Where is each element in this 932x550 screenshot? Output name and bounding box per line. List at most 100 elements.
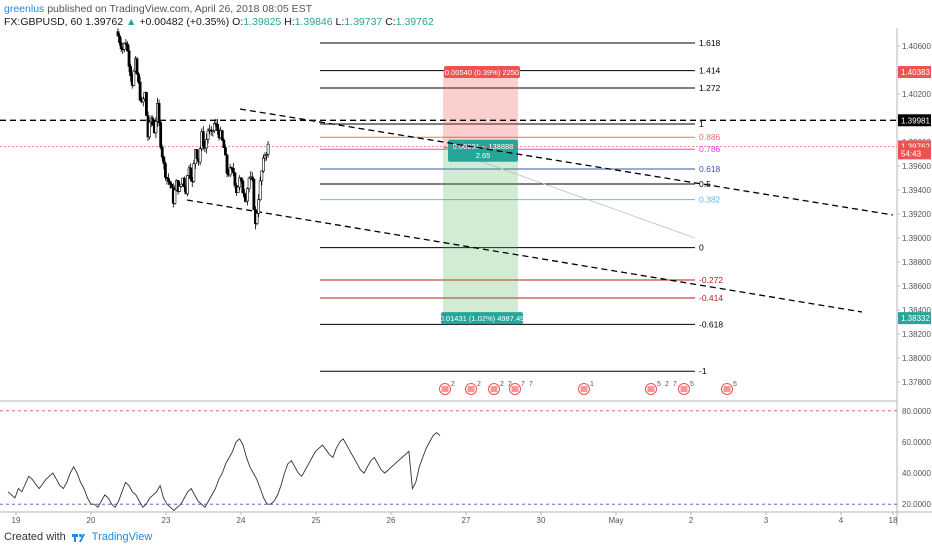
candle: [250, 172, 254, 182]
footer: Created with TradingView: [4, 531, 152, 543]
projection-line: [442, 147, 696, 239]
candle: [145, 91, 148, 116]
candle: [261, 154, 265, 174]
price-label-box: [898, 114, 931, 127]
price-tick-label: 1.40600: [902, 42, 931, 51]
candle: [164, 161, 167, 181]
candle: [252, 177, 256, 211]
candle: [135, 56, 139, 75]
fib-level-label: -1: [699, 366, 707, 376]
event-marker[interactable]: 1: [578, 381, 595, 395]
event-marker[interactable]: 2: [439, 381, 456, 395]
event-count: 5: [733, 381, 737, 388]
price-tick-label: 1.38400: [902, 306, 931, 315]
price-tick-label: 1.40200: [902, 90, 931, 99]
candle: [138, 76, 142, 102]
event-marker[interactable]: 5: [721, 381, 738, 395]
info-line1: 0.00001 ~ 138888: [453, 142, 514, 151]
author-name[interactable]: greenlus: [4, 3, 45, 15]
time-tick-label: May: [608, 516, 623, 525]
high-label: H:: [284, 16, 295, 28]
time-tick-label: 2: [689, 516, 694, 525]
event-count: 2: [665, 381, 669, 388]
stop-zone: [443, 72, 518, 148]
candle: [159, 120, 163, 150]
candle: [127, 45, 131, 73]
stop-label-box: [444, 66, 520, 79]
time-tick-label: 4: [839, 516, 844, 525]
created-with-text: Created with: [4, 531, 66, 543]
candle: [189, 163, 193, 182]
candle: [132, 69, 136, 87]
close-label: C:: [385, 16, 396, 28]
tradingview-logo-icon: [71, 534, 85, 542]
candle: [212, 119, 216, 133]
high-value: 1.39846: [294, 16, 333, 28]
candle: [119, 37, 123, 53]
symbol-label[interactable]: FX:GBPUSD, 60: [4, 16, 83, 28]
candle: [192, 159, 196, 184]
candle: [247, 176, 251, 193]
candle: [230, 166, 234, 171]
candle: [222, 138, 226, 149]
event-marker[interactable]: 2: [465, 381, 482, 395]
event-count: 2: [508, 381, 512, 388]
target-label-text: 0.01431 (1.02%) 4987.49: [440, 314, 525, 323]
price-tick-label: 1.39000: [902, 234, 931, 243]
oscillator-line: [7, 431, 441, 512]
time-tick-label: 18: [889, 516, 898, 525]
stop-label-text: 0.00540 (0.39%) 2250: [445, 68, 519, 77]
event-count: 2: [451, 381, 455, 388]
candle: [233, 171, 237, 189]
candle: [157, 99, 161, 126]
fib-level-label: -0.414: [699, 293, 723, 303]
target-zone: [443, 147, 518, 319]
candle: [116, 28, 120, 37]
candle: [243, 188, 246, 203]
time-tick-label: 26: [387, 516, 396, 525]
candle: [162, 155, 166, 170]
candle: [195, 149, 199, 160]
last-price: 1.39762: [85, 16, 124, 28]
candle: [205, 133, 208, 154]
candle: [154, 117, 158, 138]
low-label: L:: [335, 16, 345, 28]
candle: [241, 178, 245, 194]
oscillator-tick-label: 20.0000: [902, 500, 931, 509]
fib-level-label: 0.618: [699, 164, 721, 174]
candle: [238, 175, 242, 191]
fib-level-label: 1: [699, 119, 704, 129]
price-tick-label: 1.38800: [902, 258, 931, 267]
candle: [255, 211, 259, 226]
arrow-up-icon: ▲: [126, 16, 137, 28]
event-marker[interactable]: 5: [678, 381, 695, 395]
info-line2: 2.65: [476, 151, 491, 160]
candle: [182, 176, 186, 192]
position-tool: 0.00540 (0.39%) 2250 0.01431 (1.02%) 4987…: [440, 66, 696, 325]
price-tick-label: 1.39600: [902, 162, 931, 171]
event-count: 1: [590, 381, 594, 388]
price-tick-label: 1.39400: [902, 186, 931, 195]
trendline: [239, 108, 894, 216]
candle: [258, 176, 262, 202]
time-tick-label: 24: [237, 516, 246, 525]
price-label-box: [898, 66, 931, 79]
price-label-box: [898, 312, 931, 325]
time-tick-label: 25: [312, 516, 321, 525]
candle: [186, 174, 189, 197]
time-tick-label: 20: [87, 516, 96, 525]
change-value: +0.00482 (+0.35%): [139, 16, 230, 28]
candle: [260, 170, 264, 186]
candle: [257, 194, 261, 218]
fib-level-label: -0.272: [699, 275, 723, 285]
fib-level-label: -0.618: [699, 319, 723, 329]
candle: [129, 63, 133, 82]
time-tick-label: 19: [12, 516, 21, 525]
publish-info: greenlus published on TradingView.com, A…: [4, 3, 312, 15]
brand-name[interactable]: TradingView: [91, 531, 153, 543]
